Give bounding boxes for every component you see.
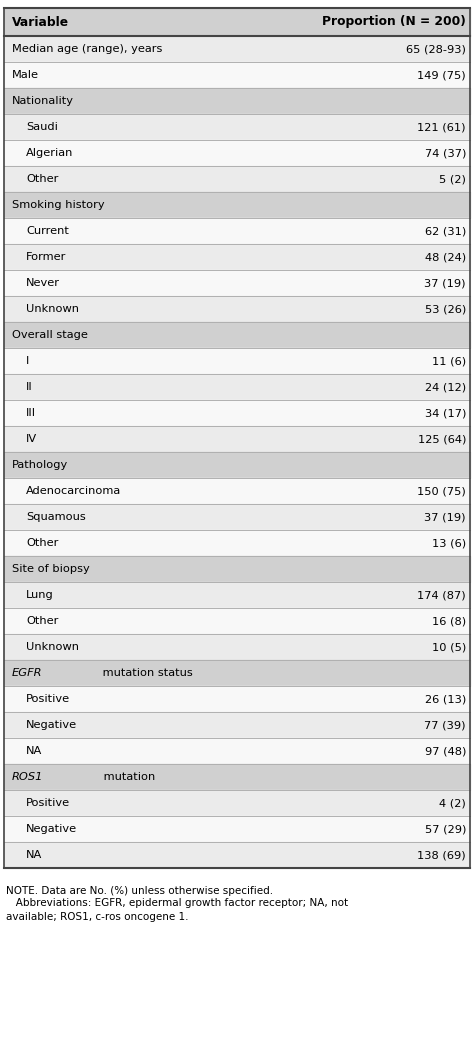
Bar <box>4 244 470 270</box>
Text: 11 (6): 11 (6) <box>432 356 466 366</box>
Text: mutation status: mutation status <box>99 668 193 678</box>
Text: Nationality: Nationality <box>12 96 74 106</box>
Text: 74 (37): 74 (37) <box>425 148 466 158</box>
Text: III: III <box>26 408 36 418</box>
Text: Smoking history: Smoking history <box>12 200 105 210</box>
Bar <box>4 816 470 842</box>
Bar <box>4 348 470 374</box>
Bar <box>4 62 470 88</box>
Text: Adenocarcinoma: Adenocarcinoma <box>26 486 121 496</box>
Bar <box>4 738 470 764</box>
Bar <box>4 582 470 608</box>
Text: Former: Former <box>26 252 66 262</box>
Bar <box>4 634 470 660</box>
Text: 48 (24): 48 (24) <box>425 252 466 262</box>
Bar <box>4 530 470 556</box>
Text: 62 (31): 62 (31) <box>425 226 466 236</box>
Bar <box>4 166 470 192</box>
Text: ROS1: ROS1 <box>12 772 44 782</box>
Bar <box>4 608 470 634</box>
Text: Other: Other <box>26 174 58 184</box>
Text: 150 (75): 150 (75) <box>417 486 466 496</box>
Text: 149 (75): 149 (75) <box>418 70 466 80</box>
Text: Pathology: Pathology <box>12 460 68 470</box>
Text: 5 (2): 5 (2) <box>439 174 466 184</box>
Bar <box>4 400 470 426</box>
Text: Positive: Positive <box>26 694 70 704</box>
Text: Median age (range), years: Median age (range), years <box>12 44 163 54</box>
Text: 125 (64): 125 (64) <box>418 434 466 444</box>
Bar <box>4 8 470 36</box>
Text: 37 (19): 37 (19) <box>425 512 466 522</box>
Bar <box>4 36 470 62</box>
Text: available; ROS1, c-ros oncogene 1.: available; ROS1, c-ros oncogene 1. <box>6 911 189 921</box>
Text: Overall stage: Overall stage <box>12 330 88 340</box>
Text: Positive: Positive <box>26 798 70 808</box>
Bar <box>4 660 470 686</box>
Text: 26 (13): 26 (13) <box>425 694 466 704</box>
Text: 121 (61): 121 (61) <box>418 122 466 132</box>
Text: 13 (6): 13 (6) <box>432 538 466 548</box>
Text: Unknown: Unknown <box>26 304 79 314</box>
Text: Unknown: Unknown <box>26 642 79 652</box>
Text: NA: NA <box>26 850 42 860</box>
Text: Current: Current <box>26 226 69 236</box>
Text: EGFR: EGFR <box>12 668 43 678</box>
Text: Saudi: Saudi <box>26 122 58 132</box>
Text: 53 (26): 53 (26) <box>425 304 466 314</box>
Text: Site of biopsy: Site of biopsy <box>12 564 90 574</box>
Text: Variable: Variable <box>12 16 69 28</box>
Text: 97 (48): 97 (48) <box>425 746 466 756</box>
Bar <box>4 842 470 868</box>
Text: 57 (29): 57 (29) <box>425 824 466 834</box>
Text: II: II <box>26 382 33 392</box>
Text: I: I <box>26 356 29 366</box>
Bar <box>4 374 470 400</box>
Bar <box>4 556 470 582</box>
Text: Negative: Negative <box>26 824 77 834</box>
Text: 34 (17): 34 (17) <box>425 408 466 418</box>
Text: Algerian: Algerian <box>26 148 73 158</box>
Bar <box>4 322 470 348</box>
Bar <box>4 296 470 322</box>
Text: 65 (28-93): 65 (28-93) <box>406 44 466 54</box>
Text: Abbreviations: EGFR, epidermal growth factor receptor; NA, not: Abbreviations: EGFR, epidermal growth fa… <box>6 899 348 909</box>
Text: 4 (2): 4 (2) <box>439 798 466 808</box>
Text: NOTE. Data are No. (%) unless otherwise specified.: NOTE. Data are No. (%) unless otherwise … <box>6 885 273 895</box>
Text: NA: NA <box>26 746 42 756</box>
Bar <box>4 452 470 478</box>
Bar <box>4 712 470 738</box>
Bar <box>4 764 470 790</box>
Text: 174 (87): 174 (87) <box>418 590 466 600</box>
Text: Negative: Negative <box>26 720 77 730</box>
Bar <box>4 686 470 712</box>
Text: Other: Other <box>26 538 58 548</box>
Text: 37 (19): 37 (19) <box>425 278 466 288</box>
Text: Male: Male <box>12 70 39 80</box>
Text: 10 (5): 10 (5) <box>432 642 466 652</box>
Text: 77 (39): 77 (39) <box>425 720 466 730</box>
Text: Never: Never <box>26 278 60 288</box>
Bar <box>4 504 470 530</box>
Bar <box>4 218 470 244</box>
Bar <box>4 426 470 452</box>
Text: mutation: mutation <box>100 772 155 782</box>
Text: IV: IV <box>26 434 37 444</box>
Bar <box>4 140 470 166</box>
Bar <box>4 88 470 114</box>
Bar <box>4 478 470 504</box>
Bar <box>4 114 470 140</box>
Text: Squamous: Squamous <box>26 512 86 522</box>
Bar <box>4 270 470 296</box>
Text: 24 (12): 24 (12) <box>425 382 466 392</box>
Text: Proportion (N = 200): Proportion (N = 200) <box>322 16 466 28</box>
Bar <box>4 790 470 816</box>
Text: 16 (8): 16 (8) <box>432 616 466 626</box>
Text: 138 (69): 138 (69) <box>418 850 466 860</box>
Text: Lung: Lung <box>26 590 54 600</box>
Text: Other: Other <box>26 616 58 626</box>
Bar <box>4 192 470 218</box>
